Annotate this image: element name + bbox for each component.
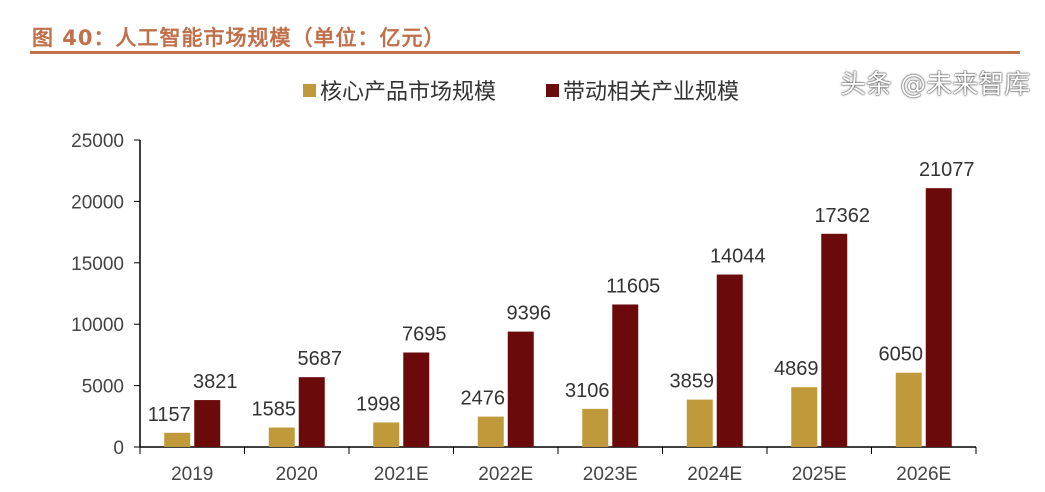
bar-related	[716, 274, 743, 447]
x-tick-label: 2021E	[374, 464, 429, 485]
bar-core	[686, 399, 713, 447]
legend-swatch	[546, 84, 559, 97]
data-label: 9396	[507, 303, 552, 325]
x-tick-label: 2025E	[792, 464, 847, 485]
data-label: 17362	[814, 205, 870, 227]
bar-related	[298, 377, 325, 447]
legend-label: 核心产品市场规模	[320, 80, 496, 105]
bar-core	[895, 372, 922, 447]
bar-related	[403, 352, 430, 447]
data-label: 3859	[670, 371, 715, 393]
title-divider	[30, 51, 1020, 54]
bar-core	[477, 416, 504, 447]
y-tick-label: 5000	[82, 377, 124, 398]
bar-related	[821, 233, 848, 447]
data-label: 7695	[402, 324, 447, 346]
y-tick-label: 10000	[71, 315, 124, 336]
data-label: 3821	[193, 371, 238, 393]
x-tick-label: 2024E	[687, 464, 742, 485]
watermark: 头条 @未来智库	[840, 70, 1031, 100]
legend-label: 带动相关产业规模	[563, 80, 739, 105]
bar-core	[268, 427, 295, 447]
y-tick-label: 0	[113, 438, 124, 459]
data-label: 1157	[148, 404, 191, 426]
bar-related	[925, 188, 952, 447]
y-tick-label: 25000	[71, 131, 124, 152]
x-tick-label: 2020	[276, 464, 318, 485]
data-label: 5687	[298, 348, 343, 370]
data-label: 14044	[710, 246, 766, 268]
x-tick-label: 2022E	[478, 464, 533, 485]
y-tick-label: 15000	[71, 254, 124, 275]
data-label: 6050	[879, 344, 924, 366]
legend-swatch	[303, 84, 316, 97]
x-tick-label: 2026E	[896, 464, 951, 485]
x-tick-label: 2019	[171, 464, 213, 485]
data-label: 1585	[252, 399, 297, 421]
bar-related	[194, 400, 221, 447]
data-label: 3106	[565, 380, 610, 402]
bar-related	[612, 304, 639, 447]
x-tick-label: 2023E	[583, 464, 638, 485]
chart-title: 图 40：人工智能市场规模（单位：亿元）	[32, 26, 446, 50]
data-label: 1998	[356, 393, 401, 415]
data-label: 4869	[774, 358, 819, 380]
data-label: 11605	[606, 275, 660, 297]
bar-core	[791, 387, 818, 447]
bar-core	[373, 422, 400, 447]
data-label: 21077	[919, 159, 975, 181]
bar-core	[164, 432, 191, 447]
y-tick-label: 20000	[71, 192, 124, 213]
data-label: 2476	[461, 388, 506, 410]
bar-related	[507, 331, 534, 447]
bar-core	[582, 408, 609, 447]
